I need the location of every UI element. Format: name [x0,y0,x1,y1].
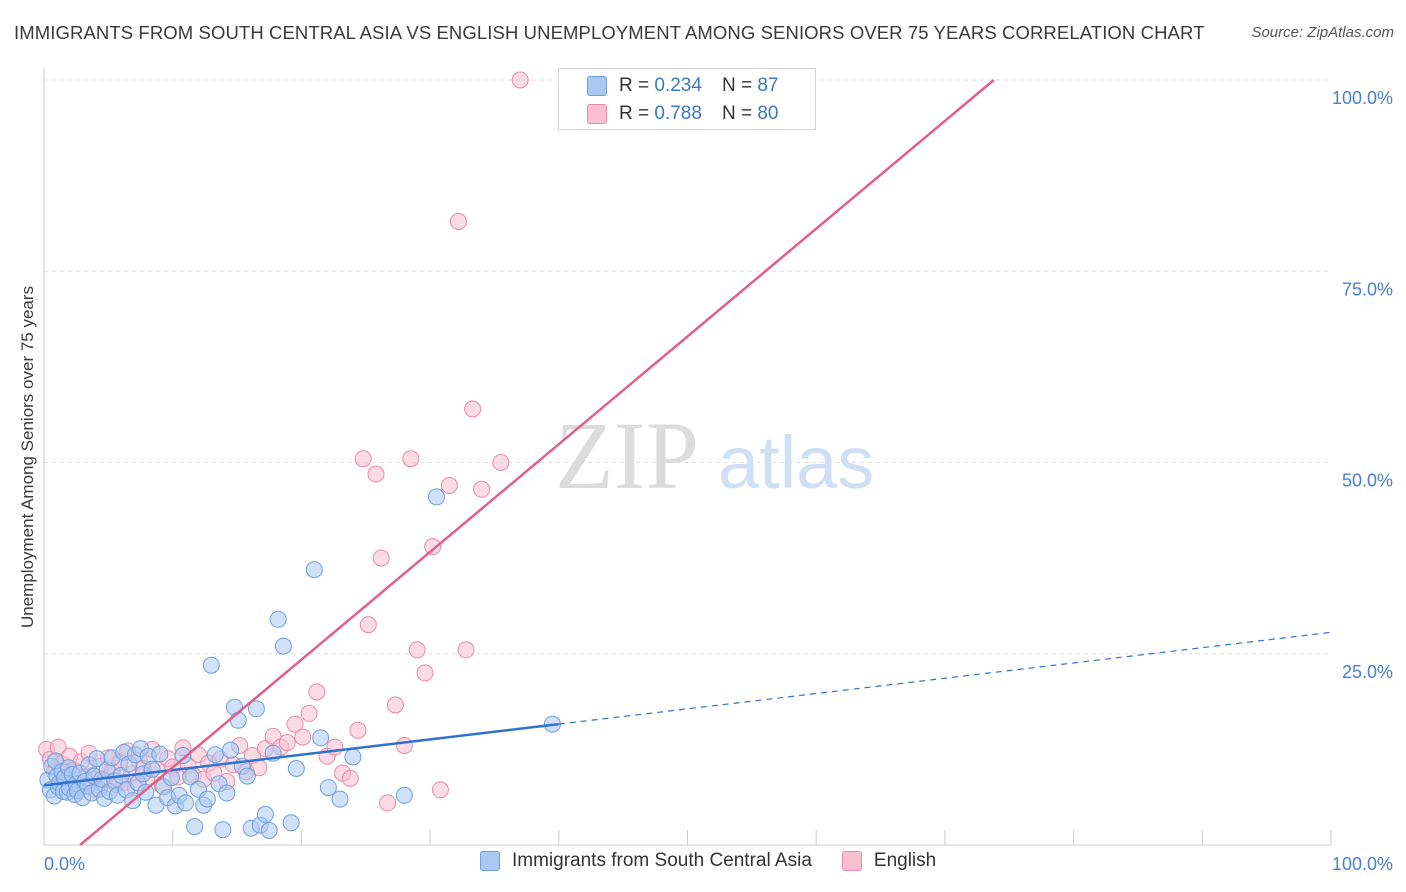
point-immigrants [238,767,256,785]
point-english [402,450,420,468]
point-immigrants [198,790,216,808]
y-tick-label: 100.0% [1332,88,1393,108]
axes [43,68,1332,846]
legend-item-immigrants: Immigrants from South Central Asia [480,850,812,872]
point-immigrants [206,746,224,764]
point-english [431,781,449,799]
point-english [372,549,390,567]
n-value: 87 [757,75,779,96]
legend-swatch-english [841,851,862,871]
n-label: N = [721,103,753,124]
point-english [367,465,385,483]
legend-label-immigrants: Immigrants from South Central Asia [512,850,812,871]
legend-swatch-pink [587,104,607,124]
point-immigrants [287,760,305,777]
legend-label-english: English [873,850,937,871]
point-immigrants [395,786,413,804]
point-immigrants [269,610,287,628]
point-immigrants [143,760,161,778]
point-english [294,728,312,746]
point-immigrants [247,700,265,718]
point-english [300,704,318,722]
legend-item-english: English [841,850,937,872]
point-immigrants [218,784,236,802]
point-immigrants [186,818,204,836]
y-tick-label: 50.0% [1342,471,1393,491]
legend-row-pink: R = 0.788 N = 80 [587,102,778,126]
tick-labels: 25.0% 50.0% 75.0% 100.0% 0.0% 100.0% [44,88,1393,874]
legend-row-blue: R = 0.234 N = 87 [587,74,778,98]
point-immigrants [331,790,349,808]
point-english [424,538,442,556]
point-immigrants [256,805,274,823]
point-immigrants [151,745,169,763]
point-immigrants [222,741,240,759]
point-english [440,477,458,494]
point-immigrants [312,729,330,747]
point-immigrants [305,561,323,579]
point-immigrants [260,822,278,839]
x-tick-label: 0.0% [44,854,85,874]
r-label: R = [619,103,650,124]
trend-lines [43,79,1332,846]
trend-line-immigrants-extension [558,631,1332,725]
point-english [473,480,491,498]
point-english [379,794,397,812]
point-immigrants [202,656,220,674]
point-english [464,400,482,418]
point-english [416,664,434,682]
r-value: 0.788 [654,103,702,124]
point-english [457,641,475,659]
point-immigrants [214,821,232,839]
correlation-legend: R = 0.234 N = 87 R = 0.788 N = 80 [558,68,816,130]
point-english [395,737,413,754]
point-immigrants [319,779,337,797]
point-english [492,454,510,471]
point-english [278,734,296,751]
x-tick-label: 100.0% [1332,854,1393,874]
point-immigrants [177,794,195,812]
point-english [326,738,344,756]
watermark-zip: ZIP [555,402,699,509]
point-english [286,715,304,733]
gridlines [44,79,1331,655]
watermark: ZIP atlas [555,402,874,509]
y-tick-label: 75.0% [1342,279,1393,299]
point-english [511,71,529,89]
n-label: N = [721,75,753,96]
data-points [38,71,581,839]
trend-line-english [79,79,995,846]
n-value: 80 [757,103,779,124]
point-english [308,683,326,701]
source-credit: Source: ZipAtlas.com [1251,24,1394,41]
y-tick-label: 25.0% [1342,662,1393,682]
point-immigrants [174,747,192,764]
point-english [408,641,426,659]
point-english [386,696,404,714]
point-english [359,616,377,634]
point-english [354,450,372,468]
watermark-atlas: atlas [718,421,874,504]
point-immigrants [344,748,362,766]
point-immigrants [282,814,300,832]
point-english [349,721,367,739]
point-immigrants [274,637,292,655]
point-immigrants [428,488,445,506]
point-immigrants [229,711,247,729]
point-english [341,769,359,787]
trend-line-immigrants [43,722,559,787]
series-legend: Immigrants from South Central Asia Engli… [480,850,966,872]
legend-swatch-blue [587,76,607,96]
legend-swatch-immigrants [480,851,500,871]
point-english [449,213,467,230]
chart-title: IMMIGRANTS FROM SOUTH CENTRAL ASIA VS EN… [14,22,1205,43]
r-label: R = [619,75,650,96]
r-value: 0.234 [654,75,702,96]
